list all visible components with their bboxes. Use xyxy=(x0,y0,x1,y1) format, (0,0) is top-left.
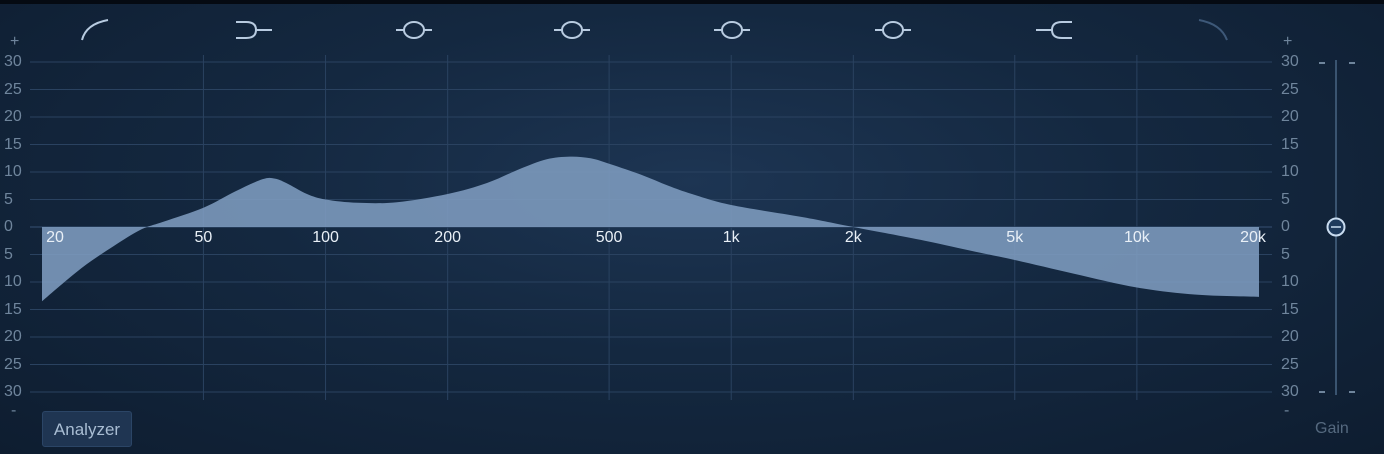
db-tick-label: 20 xyxy=(4,108,22,125)
gain-tick-mark xyxy=(1349,62,1355,64)
db-tick-label: 25 xyxy=(1281,80,1299,98)
top-border xyxy=(0,0,1384,4)
db-tick-label: 30 xyxy=(1281,383,1299,400)
db-tick-label: 0 xyxy=(4,218,13,235)
db-tick-label: 5 xyxy=(4,190,13,208)
parametric-band-1-icon[interactable] xyxy=(394,14,434,46)
db-tick-label: 10 xyxy=(4,163,22,180)
db-tick-label: 15 xyxy=(4,135,22,153)
db-tick-label: 20 xyxy=(4,328,22,345)
db-plus-symbol: + xyxy=(10,33,20,50)
db-minus-symbol: - xyxy=(11,402,17,419)
parametric-band-2-icon[interactable] xyxy=(552,14,592,46)
high-shelf-icon[interactable] xyxy=(1034,14,1074,46)
freq-tick-label: 50 xyxy=(194,229,213,246)
gain-tick-mark xyxy=(1319,62,1325,64)
db-tick-label: 5 xyxy=(4,245,13,263)
db-tick-label: 10 xyxy=(1281,273,1299,290)
db-tick-label: 10 xyxy=(4,273,22,290)
freq-tick-label: 20k xyxy=(1240,229,1266,246)
freq-tick-label: 100 xyxy=(312,229,339,246)
freq-tick-label: 500 xyxy=(595,229,623,246)
freq-tick-label: 5k xyxy=(1006,229,1024,246)
db-plus-symbol: + xyxy=(1283,33,1293,50)
parametric-band-3-icon[interactable] xyxy=(712,14,752,46)
freq-tick-label: 10k xyxy=(1123,229,1150,246)
db-tick-label: 5 xyxy=(1281,245,1290,263)
parametric-band-4-icon[interactable] xyxy=(873,14,913,46)
db-tick-label: 30 xyxy=(1281,53,1299,70)
freq-tick-label: 2k xyxy=(844,229,862,246)
gain-tick-mark xyxy=(1319,391,1325,393)
low-cut-icon[interactable] xyxy=(76,14,116,46)
eq-curve[interactable] xyxy=(42,156,1259,302)
db-tick-label: 20 xyxy=(1281,328,1299,345)
db-tick-label: 5 xyxy=(1281,190,1290,208)
db-tick-label: 25 xyxy=(4,80,22,98)
freq-tick-label: 20 xyxy=(46,229,64,246)
db-tick-label: 15 xyxy=(4,300,22,318)
db-tick-label: 15 xyxy=(1281,300,1299,318)
db-tick-label: 15 xyxy=(1281,135,1299,153)
gain-label: Gain xyxy=(1315,420,1349,437)
gain-slider-knob[interactable] xyxy=(1326,217,1346,237)
db-minus-symbol: - xyxy=(1284,402,1290,419)
analyzer-button[interactable]: Analyzer xyxy=(42,411,132,447)
db-tick-label: 0 xyxy=(1281,218,1290,235)
low-shelf-icon[interactable] xyxy=(234,14,274,46)
gain-tick-mark xyxy=(1349,391,1355,393)
freq-tick-label: 1k xyxy=(722,229,740,246)
db-tick-label: 25 xyxy=(1281,355,1299,373)
db-tick-label: 30 xyxy=(4,53,22,70)
db-tick-label: 30 xyxy=(4,383,22,400)
db-tick-label: 10 xyxy=(1281,163,1299,180)
db-tick-label: 25 xyxy=(4,355,22,373)
db-tick-label: 20 xyxy=(1281,108,1299,125)
freq-tick-label: 200 xyxy=(434,229,462,246)
high-cut-icon[interactable] xyxy=(1193,14,1233,46)
